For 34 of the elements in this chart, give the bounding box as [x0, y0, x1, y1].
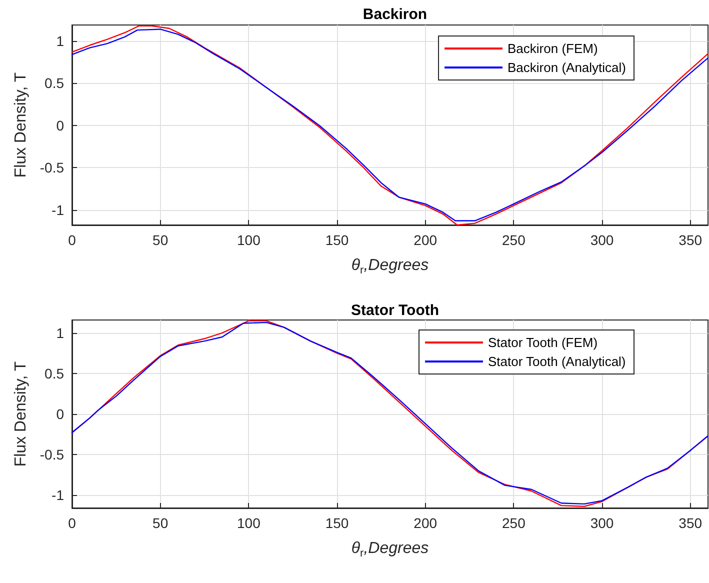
y-tick-label: -0.5	[40, 446, 64, 463]
y-tick-label: -1	[52, 487, 64, 504]
legend-label: Backiron (Analytical)	[508, 60, 626, 75]
x-tick-label: 0	[68, 232, 76, 248]
x-tick-label: 50	[152, 515, 168, 531]
legend-label: Backiron (FEM)	[508, 41, 598, 56]
y-axis-title: Flux Density, T	[12, 361, 30, 467]
x-tick-label: 200	[414, 515, 438, 531]
x-tick-label: 100	[236, 232, 261, 248]
x-tick-label: 350	[678, 232, 702, 248]
x-tick-label: 250	[502, 515, 526, 531]
x-tick-label: 200	[414, 232, 438, 248]
y-tick-label: 0.5	[44, 365, 64, 382]
y-tick-label: 1	[56, 324, 64, 341]
x-tick-label: 0	[68, 515, 76, 531]
x-tick-label: 150	[325, 515, 349, 531]
x-tick-label: 300	[590, 515, 614, 531]
legend-label: Stator Tooth (FEM)	[488, 335, 598, 350]
x-tick-label: 50	[152, 232, 168, 248]
y-tick-label: -1	[52, 202, 64, 218]
y-axis-title: Flux Density, T	[12, 72, 30, 178]
legend-label: Stator Tooth (Analytical)	[488, 354, 626, 369]
y-tick-label: -0.5	[40, 160, 64, 176]
x-tick-label: 350	[678, 515, 702, 531]
chart-title: Backiron	[362, 6, 428, 23]
y-tick-label: 0	[56, 117, 64, 134]
x-tick-label: 100	[236, 515, 261, 531]
x-tick-label: 300	[590, 232, 614, 248]
y-tick-label: 0.5	[44, 75, 64, 92]
y-tick-label: 1	[56, 33, 64, 50]
x-tick-label: 250	[502, 232, 526, 248]
x-tick-label: 150	[325, 232, 349, 248]
chart-title: Stator Tooth	[350, 302, 440, 319]
y-tick-label: 0	[56, 406, 64, 422]
